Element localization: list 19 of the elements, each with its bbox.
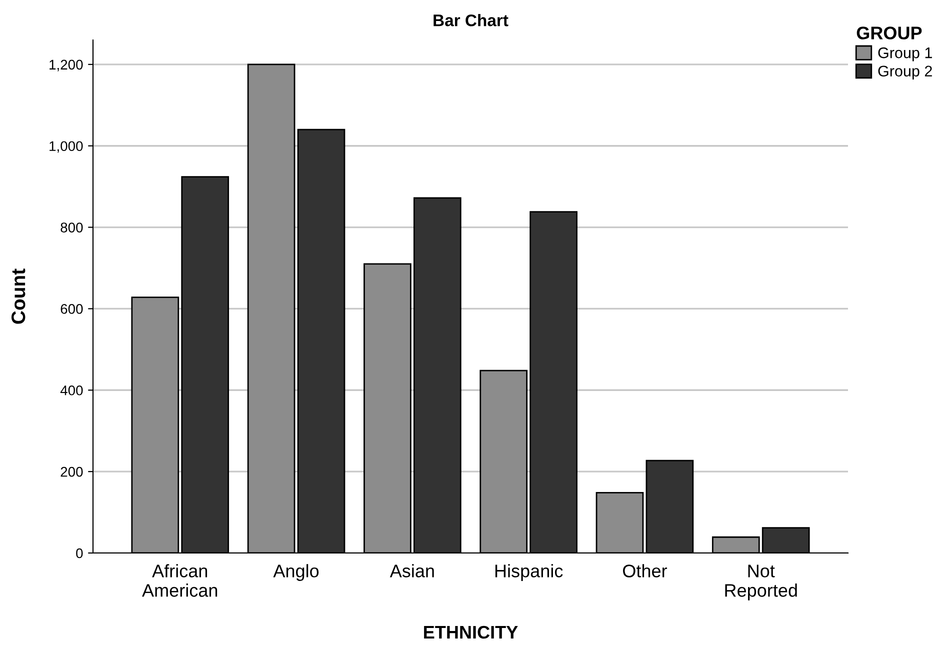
legend-title: GROUP xyxy=(856,26,922,40)
x-tick-label: Hispanic xyxy=(495,564,563,581)
chart-title: Bar Chart xyxy=(434,14,508,26)
y-axis-title: Count xyxy=(11,268,26,324)
y-tick-label: 600 xyxy=(60,304,83,314)
y-tick-label: 800 xyxy=(60,222,83,232)
legend-label: Group 1 xyxy=(878,47,932,62)
x-tick-label: Anglo xyxy=(273,564,319,581)
y-tick-label: 1,200 xyxy=(50,60,83,72)
legend-label: Group 2 xyxy=(878,66,932,80)
y-tick-label: 1,000 xyxy=(50,141,83,153)
x-tick-label: Asian xyxy=(390,564,434,578)
y-tick-label: 200 xyxy=(60,466,83,477)
x-tick-label: Other xyxy=(623,564,668,578)
x-tick-label: African American xyxy=(142,564,218,597)
y-tick-label: 0 xyxy=(76,548,83,558)
y-tick-label: 400 xyxy=(60,385,83,396)
x-axis-title: ETHNICITY xyxy=(424,626,518,639)
x-tick-label: Not Reported xyxy=(725,564,797,600)
